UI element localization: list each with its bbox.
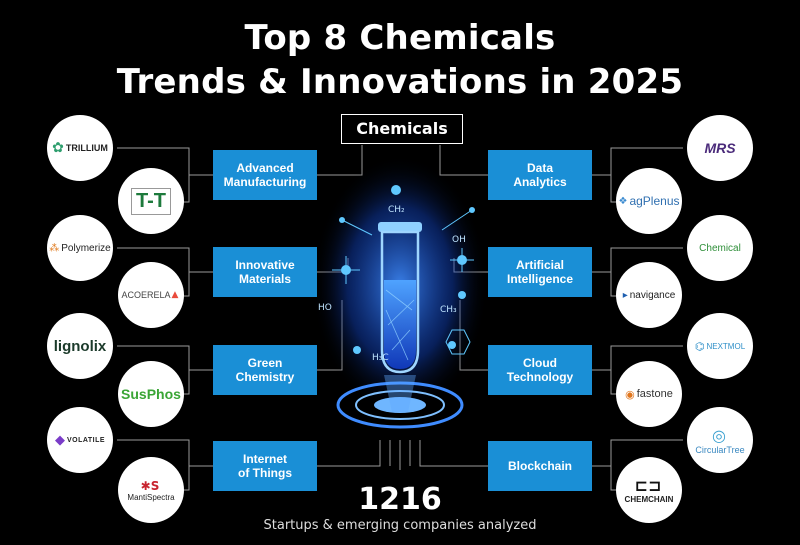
logo-label: MRS <box>704 140 736 156</box>
acoerela-icon: ▲ <box>171 290 179 300</box>
logo-label: Chemical <box>699 242 741 254</box>
nextmol-icon: ⌬ <box>694 339 705 353</box>
logo-mrs[interactable]: MRS <box>687 115 753 181</box>
logo-label: SusPhos <box>121 386 181 402</box>
trend-label: Internet of Things <box>238 452 292 480</box>
trend-label: Green Chemistry <box>235 356 295 384</box>
trend-artificial-intelligence[interactable]: Artificial Intelligence <box>488 247 592 297</box>
test-tube-illustration: CH₂ OH HO CH₃ H₃C <box>312 155 488 429</box>
logo-acoerela[interactable]: ACOERELA ▲ <box>118 262 184 328</box>
agplenus-icon: ❖ <box>618 195 628 207</box>
startup-count: 1216 <box>358 482 442 517</box>
trend-label: Artificial Intelligence <box>506 258 574 286</box>
logo-label: CHEMCHAIN <box>624 495 674 504</box>
title-line-2: Trends & Innovations in 2025 <box>116 62 684 102</box>
logo-navigance[interactable]: ▸ navigance <box>616 262 682 328</box>
logo-label: CircularTree <box>695 444 745 455</box>
logo-label: NEXTMOL <box>706 341 746 351</box>
circulartree-icon: ◎ <box>712 425 726 445</box>
label-ch2: CH₂ <box>388 205 405 215</box>
logo-volatile[interactable]: ◆ VOLATILE <box>47 407 113 473</box>
logo-circulartree[interactable]: ◎ CircularTree <box>687 407 753 473</box>
logo-label: agPlenus <box>629 194 680 208</box>
trend-green-chemistry[interactable]: Green Chemistry <box>213 345 317 395</box>
trend-label: Blockchain <box>507 459 573 473</box>
mantispectra-icon: ✱S <box>140 478 160 493</box>
logo-nextmol[interactable]: ⌬ NEXTMOL <box>687 313 753 379</box>
trend-innovative-materials[interactable]: Innovative Materials <box>213 247 317 297</box>
logo-susphos[interactable]: SusPhos <box>118 361 184 427</box>
logo-label: Polymerize <box>61 242 111 254</box>
navigance-icon: ▸ <box>622 289 628 301</box>
logo-label: TRILLIUM <box>65 143 108 153</box>
trend-blockchain[interactable]: Blockchain <box>488 441 592 491</box>
trend-internet-of-things[interactable]: Internet of Things <box>213 441 317 491</box>
logo-mantispectra[interactable]: ✱S MantiSpectra <box>118 457 184 523</box>
logo-chemchain[interactable]: ⊏⊐ CHEMCHAIN <box>616 457 682 523</box>
logo-trillium[interactable]: ✿ TRILLIUM <box>47 115 113 181</box>
trillium-icon: ✿ <box>52 140 64 156</box>
startup-count-label: Startups & emerging companies analyzed <box>263 518 537 533</box>
logo-lignolix[interactable]: lignolix <box>47 313 113 379</box>
logo-label: fastone <box>636 388 673 400</box>
logo-label: T-T <box>131 187 171 215</box>
label-oh: OH <box>452 235 466 245</box>
logo-chemical[interactable]: Chemical <box>687 215 753 281</box>
center-category-label: Chemicals <box>341 114 463 144</box>
trend-cloud-technology[interactable]: Cloud Technology <box>488 345 592 395</box>
logo-tt[interactable]: T-T <box>118 168 184 234</box>
trend-label: Innovative Materials <box>235 258 295 286</box>
logo-label: VOLATILE <box>66 436 106 444</box>
fastone-icon: ◉ <box>625 387 635 401</box>
trend-label: Cloud Technology <box>506 356 574 384</box>
trend-label: Data Analytics <box>513 161 567 189</box>
volatile-icon: ◆ <box>54 432 65 448</box>
label-ho: HO <box>318 303 332 313</box>
trend-label: Advanced Manufacturing <box>223 161 307 189</box>
logo-label: MantiSpectra <box>127 492 175 502</box>
logo-polymerize[interactable]: ⁂ Polymerize <box>47 215 113 281</box>
chemchain-icon: ⊏⊐ <box>634 476 662 495</box>
label-ch3: CH₃ <box>440 305 457 315</box>
logo-fastone[interactable]: ◉ fastone <box>616 361 682 427</box>
logo-label: ACOERELA <box>121 290 171 300</box>
trend-data-analytics[interactable]: Data Analytics <box>488 150 592 200</box>
logo-label: lignolix <box>53 337 107 355</box>
logo-label: navigance <box>629 289 676 301</box>
logo-agplenus[interactable]: ❖ agPlenus <box>616 168 682 234</box>
title-line-1: Top 8 Chemicals <box>244 18 556 58</box>
label-h3c: H₃C <box>372 353 389 363</box>
polymerize-icon: ⁂ <box>49 242 60 254</box>
trend-advanced-manufacturing[interactable]: Advanced Manufacturing <box>213 150 317 200</box>
